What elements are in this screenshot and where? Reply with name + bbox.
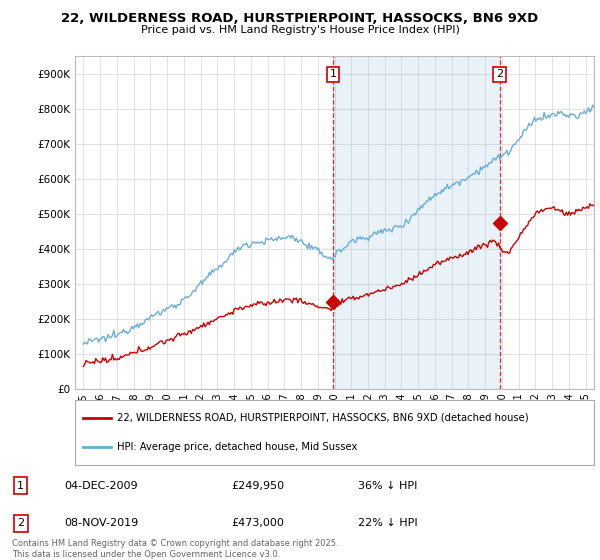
- Bar: [333, 56, 500, 389]
- Text: 08-NOV-2019: 08-NOV-2019: [64, 519, 138, 528]
- Text: 1: 1: [329, 69, 337, 80]
- Text: HPI: Average price, detached house, Mid Sussex: HPI: Average price, detached house, Mid …: [116, 442, 357, 452]
- Text: Contains HM Land Registry data © Crown copyright and database right 2025.
This d: Contains HM Land Registry data © Crown c…: [12, 539, 338, 559]
- Text: £473,000: £473,000: [231, 519, 284, 528]
- Text: 1: 1: [17, 480, 24, 491]
- Text: 2: 2: [496, 69, 503, 80]
- Text: £249,950: £249,950: [231, 480, 284, 491]
- Text: 22% ↓ HPI: 22% ↓ HPI: [358, 519, 417, 528]
- Text: 22, WILDERNESS ROAD, HURSTPIERPOINT, HASSOCKS, BN6 9XD: 22, WILDERNESS ROAD, HURSTPIERPOINT, HAS…: [61, 12, 539, 25]
- Text: 2: 2: [17, 519, 24, 528]
- Text: 04-DEC-2009: 04-DEC-2009: [64, 480, 137, 491]
- Text: 22, WILDERNESS ROAD, HURSTPIERPOINT, HASSOCKS, BN6 9XD (detached house): 22, WILDERNESS ROAD, HURSTPIERPOINT, HAS…: [116, 413, 528, 423]
- Text: 36% ↓ HPI: 36% ↓ HPI: [358, 480, 417, 491]
- Text: Price paid vs. HM Land Registry's House Price Index (HPI): Price paid vs. HM Land Registry's House …: [140, 25, 460, 35]
